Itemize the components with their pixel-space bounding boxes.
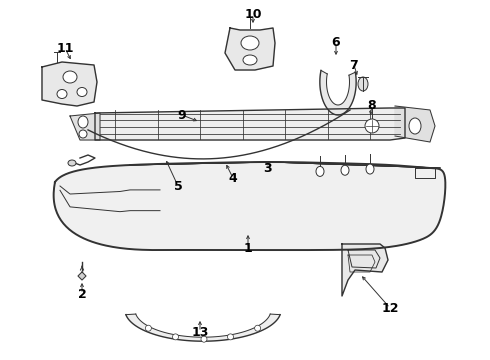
Text: 13: 13 bbox=[191, 325, 209, 338]
Text: 11: 11 bbox=[56, 41, 74, 54]
Ellipse shape bbox=[241, 36, 259, 50]
Polygon shape bbox=[225, 28, 275, 70]
Text: 5: 5 bbox=[173, 180, 182, 193]
Circle shape bbox=[365, 119, 379, 133]
Ellipse shape bbox=[366, 164, 374, 174]
Ellipse shape bbox=[341, 165, 349, 175]
Ellipse shape bbox=[57, 90, 67, 99]
Polygon shape bbox=[42, 62, 97, 106]
Polygon shape bbox=[78, 272, 86, 280]
Text: 9: 9 bbox=[178, 108, 186, 122]
Text: 7: 7 bbox=[350, 59, 358, 72]
Ellipse shape bbox=[409, 118, 421, 134]
Ellipse shape bbox=[243, 55, 257, 65]
Text: 12: 12 bbox=[381, 302, 399, 315]
Text: 1: 1 bbox=[244, 242, 252, 255]
Ellipse shape bbox=[78, 116, 88, 128]
Text: 2: 2 bbox=[77, 288, 86, 301]
Polygon shape bbox=[342, 244, 388, 296]
Circle shape bbox=[255, 325, 261, 331]
FancyArrowPatch shape bbox=[80, 266, 84, 270]
Text: 10: 10 bbox=[244, 8, 262, 21]
Text: 6: 6 bbox=[332, 36, 341, 49]
Polygon shape bbox=[126, 314, 280, 341]
Ellipse shape bbox=[77, 87, 87, 96]
Text: 3: 3 bbox=[264, 162, 272, 175]
Circle shape bbox=[227, 334, 234, 340]
Ellipse shape bbox=[79, 130, 87, 138]
Polygon shape bbox=[53, 162, 445, 250]
Text: 8: 8 bbox=[368, 99, 376, 112]
Circle shape bbox=[172, 334, 178, 340]
Ellipse shape bbox=[358, 77, 368, 91]
Ellipse shape bbox=[316, 166, 324, 176]
Ellipse shape bbox=[63, 71, 77, 83]
Text: 4: 4 bbox=[229, 171, 237, 185]
Circle shape bbox=[146, 325, 151, 331]
Polygon shape bbox=[95, 108, 405, 140]
Circle shape bbox=[201, 336, 207, 342]
Polygon shape bbox=[395, 106, 435, 142]
Polygon shape bbox=[320, 71, 356, 115]
Ellipse shape bbox=[68, 160, 76, 166]
Polygon shape bbox=[70, 113, 100, 140]
